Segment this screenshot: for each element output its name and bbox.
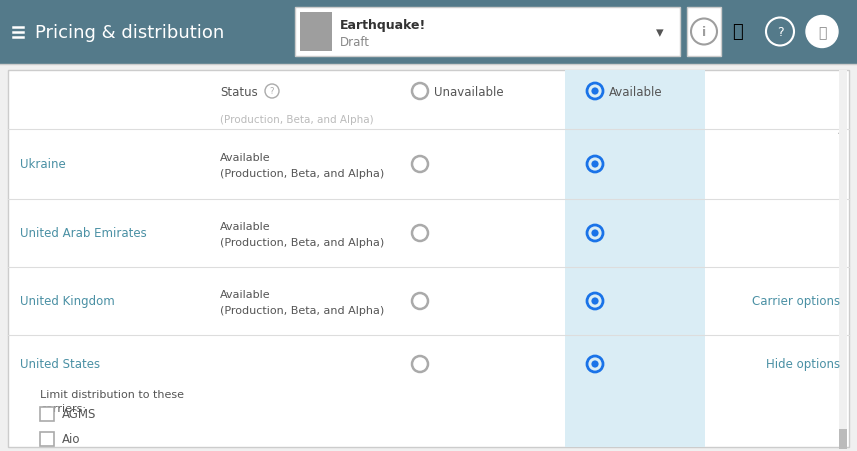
Text: Unavailable: Unavailable (434, 85, 504, 98)
Text: Earthquake!: Earthquake! (340, 19, 426, 32)
Text: ▾: ▾ (656, 25, 664, 40)
Text: United Arab Emirates: United Arab Emirates (20, 227, 147, 240)
Bar (839, 429, 847, 449)
Text: Available: Available (220, 290, 271, 299)
Circle shape (591, 161, 598, 168)
Text: ▲: ▲ (838, 126, 844, 135)
Text: ⬛: ⬛ (818, 27, 826, 41)
Bar (839, 71, 847, 443)
Bar (687, 8, 721, 57)
Text: Aio: Aio (62, 433, 81, 446)
Text: Available: Available (220, 221, 271, 231)
Text: Status: Status (220, 85, 258, 98)
Text: ⬜: ⬜ (309, 23, 323, 42)
Text: Pricing & distribution: Pricing & distribution (35, 23, 225, 41)
Text: (Production, Beta, and Alpha): (Production, Beta, and Alpha) (220, 169, 384, 179)
Text: Limit distribution to these
carriers:: Limit distribution to these carriers: (40, 389, 184, 413)
Text: AGMS: AGMS (62, 408, 96, 421)
Bar (300, 13, 332, 52)
Bar (565, 71, 705, 447)
Bar (40, 407, 54, 421)
Circle shape (591, 361, 598, 368)
Text: Ukraine: Ukraine (20, 158, 66, 171)
Text: i: i (702, 26, 706, 39)
Bar (295, 8, 680, 57)
Bar (40, 432, 54, 446)
Text: (Production, Beta, and Alpha): (Production, Beta, and Alpha) (220, 115, 374, 125)
Text: Carrier options: Carrier options (752, 295, 840, 308)
Text: ?: ? (776, 26, 783, 39)
Text: United Kingdom: United Kingdom (20, 295, 115, 308)
Circle shape (591, 88, 598, 96)
Text: Available: Available (609, 85, 662, 98)
Text: Hide options: Hide options (766, 358, 840, 371)
Text: 🔔: 🔔 (733, 23, 743, 41)
Circle shape (806, 17, 838, 48)
Text: ?: ? (270, 87, 274, 96)
Text: Available: Available (220, 152, 271, 163)
Circle shape (591, 298, 598, 305)
Text: Draft: Draft (340, 37, 370, 50)
Text: (Production, Beta, and Alpha): (Production, Beta, and Alpha) (220, 238, 384, 248)
Bar (8, 71, 849, 447)
Text: United States: United States (20, 358, 100, 371)
Circle shape (591, 230, 598, 237)
Text: (Production, Beta, and Alpha): (Production, Beta, and Alpha) (220, 305, 384, 315)
Bar (0, 0, 857, 65)
